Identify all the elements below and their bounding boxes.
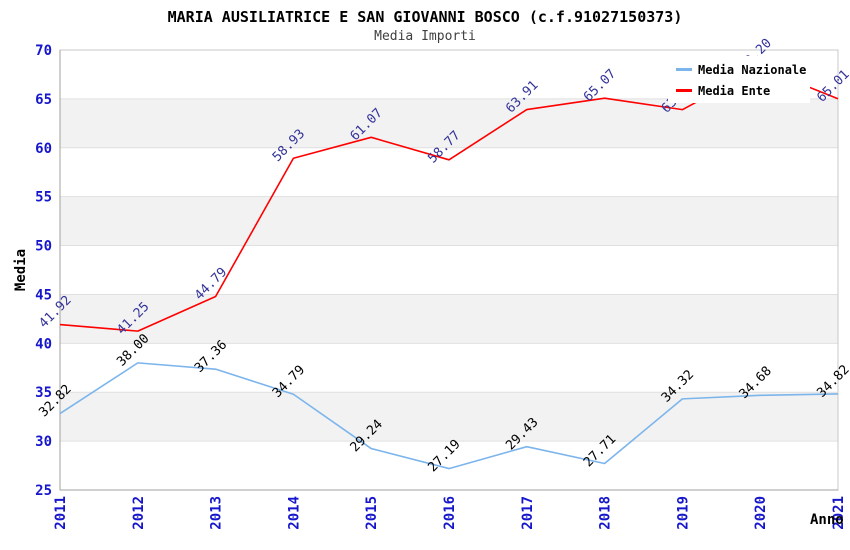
x-tick-label: 2017	[520, 496, 536, 530]
y-tick-label: 55	[35, 190, 52, 206]
plot-band	[60, 294, 838, 344]
y-axis-title: Media	[13, 248, 29, 292]
x-tick-label: 2015	[364, 496, 380, 530]
plot-band	[60, 196, 838, 246]
x-tick-label: 2021	[831, 496, 847, 530]
y-tick-label: 70	[35, 43, 52, 59]
legend-label: Media Nazionale	[698, 62, 807, 77]
plot-band	[60, 392, 838, 442]
y-tick-label: 50	[35, 239, 52, 255]
legend-label: Media Ente	[698, 83, 771, 98]
series-line-media-nazionale	[59, 362, 839, 470]
chart-subtitle: Media Importi	[374, 29, 476, 44]
chart-title: MARIA AUSILIATRICE E SAN GIOVANNI BOSCO …	[167, 8, 683, 26]
legend: Media Nazionale Media Ente	[668, 56, 810, 103]
x-tick-label: 2016	[442, 496, 458, 530]
x-axis-title: Anno	[810, 512, 844, 528]
y-tick-label: 35	[35, 385, 52, 401]
line-swatch-icon	[676, 68, 692, 71]
y-tick-label: 45	[35, 287, 52, 303]
line-swatch-icon	[676, 89, 692, 92]
y-tick-label: 40	[35, 336, 52, 352]
legend-item-media-ente[interactable]: Media Ente	[668, 81, 810, 100]
x-tick-label: 2020	[753, 496, 769, 530]
data-label-media-nazionale: 27.19	[425, 437, 463, 475]
x-tick-label: 2018	[598, 496, 614, 530]
x-tick-label: 2011	[53, 496, 69, 530]
plot-band	[60, 98, 838, 148]
x-tick-label: 2013	[209, 496, 225, 530]
y-tick-label: 60	[35, 141, 52, 157]
y-tick-label: 30	[35, 434, 52, 450]
x-tick-label: 2014	[286, 496, 302, 530]
x-tick-label: 2019	[675, 496, 691, 530]
legend-item-media-nazionale[interactable]: Media Nazionale	[668, 60, 810, 79]
y-tick-label: 65	[35, 92, 52, 108]
y-tick-label: 25	[35, 483, 52, 499]
x-tick-label: 2012	[131, 496, 147, 530]
